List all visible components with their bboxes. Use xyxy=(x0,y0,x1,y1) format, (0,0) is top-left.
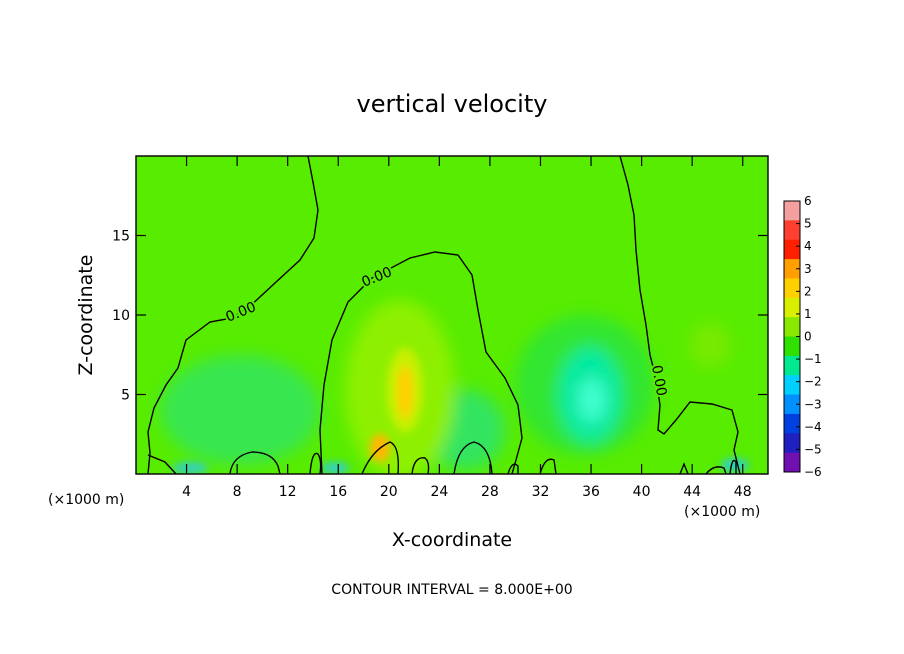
y-tick-label: 15 xyxy=(112,229,130,245)
colorbar-tick-label: 3 xyxy=(804,262,812,276)
chart-title: vertical velocity xyxy=(357,90,548,118)
colorbar-segment xyxy=(784,201,800,221)
x-unit-right: (×1000 m) xyxy=(684,504,760,520)
colorbar-tick-label: −2 xyxy=(804,375,822,389)
y-ticks: 5 10 15 xyxy=(112,229,768,404)
colorbar-tick-label: −4 xyxy=(804,420,822,434)
surface-cyan-3 xyxy=(721,458,749,472)
contour-right xyxy=(619,156,741,474)
contour-bump-3 xyxy=(361,441,400,474)
colorbar-tick-label: −5 xyxy=(804,442,822,456)
colorbar-segment xyxy=(784,452,800,473)
colorbar-tick-label: −6 xyxy=(804,465,822,479)
colorbar-tick-label: 4 xyxy=(804,239,812,253)
right-halo xyxy=(690,323,730,367)
colorbar-segment xyxy=(784,259,800,279)
weak-downdraft-left xyxy=(160,355,320,465)
colorbar-segment xyxy=(784,433,800,454)
y-tick-label: 5 xyxy=(121,388,130,404)
colorbar-tick-label: 5 xyxy=(804,217,812,231)
colorbar-segment xyxy=(784,297,800,318)
contour-bump-5 xyxy=(453,441,493,474)
y-tick-label: 10 xyxy=(112,308,130,324)
colorbar-segment xyxy=(784,413,800,434)
colorbar-tick-label: 6 xyxy=(804,194,812,208)
contour-bump-8 xyxy=(679,462,689,474)
x-tick-label: 28 xyxy=(481,484,499,500)
x-unit-left: (×1000 m) xyxy=(48,492,124,508)
updraft-core xyxy=(397,366,413,418)
surface-cyan-1 xyxy=(172,462,208,474)
x-tick-label: 20 xyxy=(380,484,398,500)
x-tick-label: 44 xyxy=(683,484,701,500)
x-tick-label: 4 xyxy=(182,484,191,500)
colorbar-segment xyxy=(784,394,800,415)
x-ticks: 4 8 12 16 20 24 28 32 36 40 44 48 xyxy=(182,156,752,500)
contour-bump-7 xyxy=(539,458,557,474)
contour-interval: CONTOUR INTERVAL = 8.000E+00 xyxy=(331,582,572,598)
contour-bump-10 xyxy=(729,459,737,474)
contour-bump-2 xyxy=(309,452,322,474)
downdraft-inner xyxy=(578,378,606,422)
colorbar: 6 5 4 3 2 1 0 −1 −2 −3 −4 −5 −6 xyxy=(783,194,822,479)
colorbar-segment xyxy=(784,278,800,299)
colorbar-segment xyxy=(784,317,800,337)
x-tick-label: 32 xyxy=(532,484,550,500)
x-tick-label: 16 xyxy=(329,484,347,500)
contour-bump-1 xyxy=(229,451,281,474)
colorbar-segment xyxy=(784,355,800,376)
colorbar-tick-label: 1 xyxy=(804,307,812,321)
colorbar-segment xyxy=(784,239,800,260)
colorbar-segment xyxy=(784,336,800,357)
x-axis-label: X-coordinate xyxy=(392,529,512,551)
colorbar-segment xyxy=(784,375,800,396)
contour-left xyxy=(147,156,319,474)
x-tick-label: 12 xyxy=(279,484,297,500)
zero-contours xyxy=(147,156,741,474)
contour-center xyxy=(319,251,523,474)
colorbar-tick-label: −3 xyxy=(804,397,822,411)
colorbar-tick-label: 2 xyxy=(804,284,812,298)
velocity-field: 0.00 0.00 0.00 xyxy=(136,156,768,474)
colorbar-tick-label: −1 xyxy=(804,352,822,366)
contour-bump-6 xyxy=(507,463,519,474)
x-tick-label: 48 xyxy=(734,484,752,500)
x-tick-label: 24 xyxy=(430,484,448,500)
x-tick-label: 8 xyxy=(233,484,242,500)
contour-bump-9 xyxy=(705,466,727,474)
surface-cyan-2 xyxy=(321,462,349,474)
contour-left-foot xyxy=(147,454,177,474)
colorbar-segment xyxy=(784,220,800,241)
y-axis-label: Z-coordinate xyxy=(75,255,97,376)
x-tick-label: 40 xyxy=(633,484,651,500)
x-tick-label: 36 xyxy=(582,484,600,500)
contour-bump-4 xyxy=(411,457,430,474)
colorbar-tick-label: 0 xyxy=(804,330,812,344)
